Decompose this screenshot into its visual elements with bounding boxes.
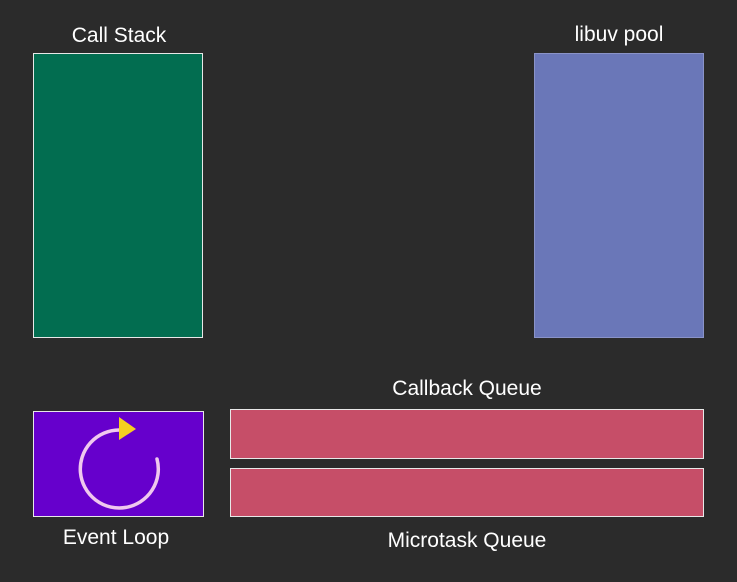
call-stack-box — [33, 53, 203, 338]
call-stack-label: Call Stack — [71, 24, 167, 47]
libuv-pool-box — [534, 53, 704, 338]
libuv-pool-label: libuv pool — [574, 23, 664, 46]
loop-arc — [78, 428, 161, 510]
event-loop-label: Event Loop — [62, 526, 170, 549]
event-loop-box — [33, 411, 204, 517]
microtask-queue-box — [230, 468, 704, 517]
loop-arrowhead — [119, 417, 136, 440]
circular-arrow-icon — [78, 417, 161, 510]
microtask-queue-label: Microtask Queue — [387, 529, 547, 552]
callback-queue-box — [230, 409, 704, 459]
callback-queue-label: Callback Queue — [392, 377, 542, 400]
